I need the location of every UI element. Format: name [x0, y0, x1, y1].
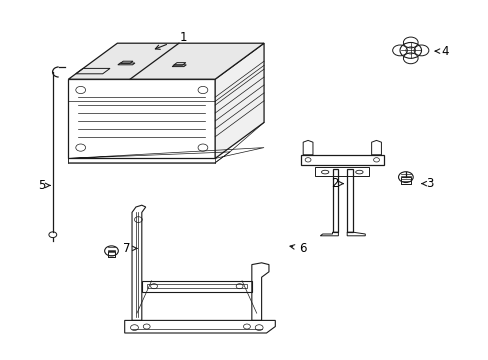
Text: 6: 6 [299, 242, 306, 255]
Text: 4: 4 [440, 45, 448, 58]
Polygon shape [68, 79, 215, 158]
Text: 7: 7 [123, 242, 131, 255]
Polygon shape [68, 43, 264, 79]
Polygon shape [215, 43, 264, 158]
Text: 3: 3 [426, 177, 433, 190]
Text: 1: 1 [179, 31, 187, 44]
Text: 5: 5 [38, 179, 45, 192]
Text: 2: 2 [330, 177, 338, 190]
